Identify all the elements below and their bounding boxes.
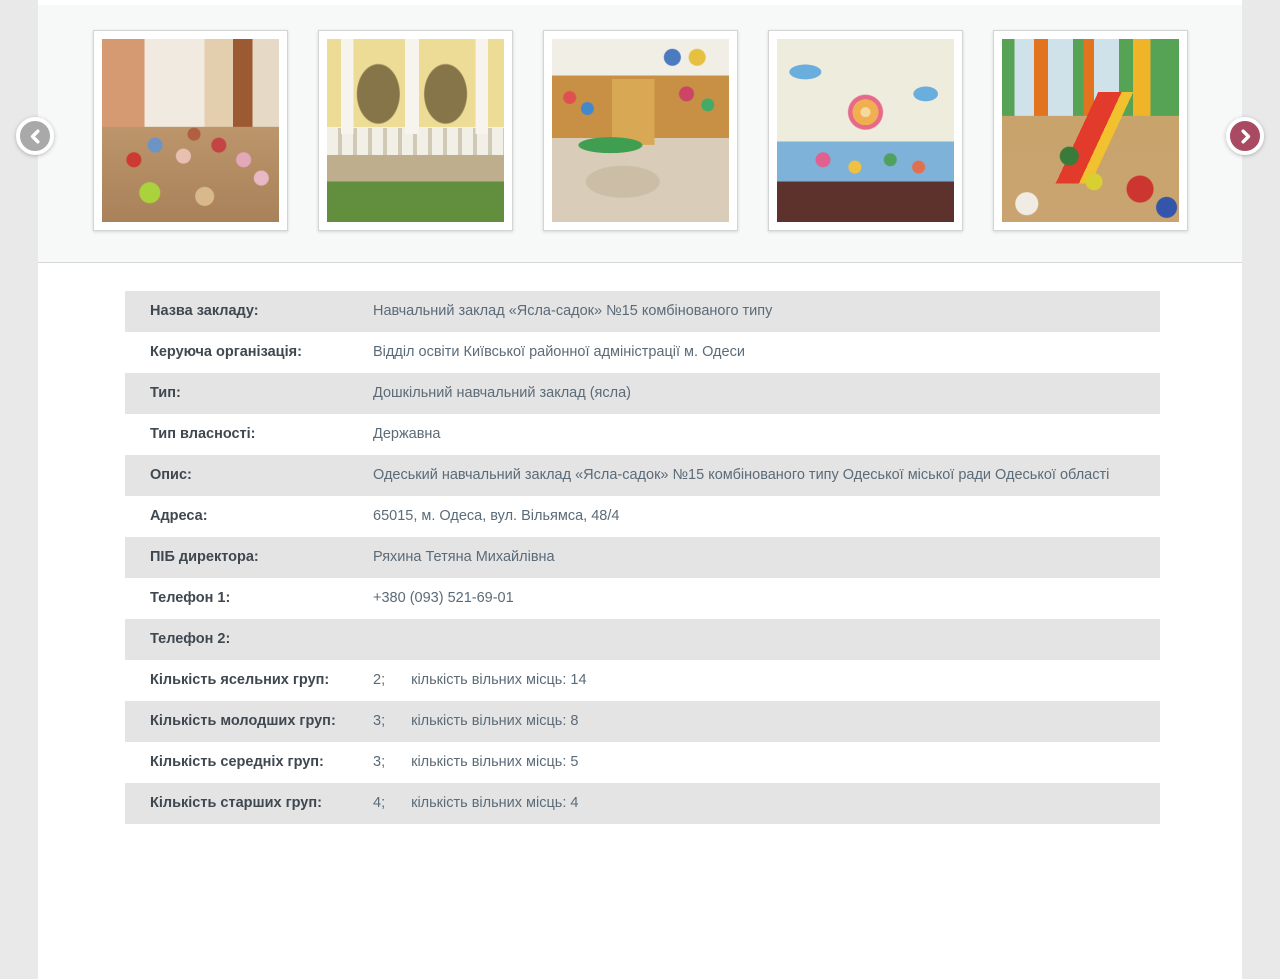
row-label: Кількість середніх груп: (150, 754, 324, 770)
group-count: 3; (373, 754, 386, 770)
row-label: Телефон 2: (150, 631, 231, 647)
kindergarten-building-image (326, 39, 504, 222)
row-value: Дошкільний навчальний заклад (ясла) (373, 385, 632, 401)
wall-mural-image (776, 39, 954, 222)
table-row-type: Тип: Дошкільний навчальний заклад (ясла) (125, 373, 1160, 414)
table-row-nursery-groups: Кількість ясельних груп: 2; кількість ві… (125, 660, 1160, 701)
table-row-phone-2: Телефон 2: (125, 619, 1160, 660)
table-row-ownership: Тип власності: Державна (125, 414, 1160, 455)
row-value: 2; кількість вільних місць: 14 (373, 660, 1160, 701)
table-row-managing-org: Керуюча організація: Відділ освіти Київс… (125, 332, 1160, 373)
table-row-address: Адреса: 65015, м. Одеса, вул. Вільямса, … (125, 496, 1160, 537)
free-places-info: кількість вільних місць: 4 (411, 795, 579, 811)
group-count: 4; (373, 795, 386, 811)
row-value: 4; кількість вільних місць: 4 (373, 783, 1160, 824)
carousel-prev-button[interactable] (16, 117, 54, 155)
row-label: ПІБ директора: (150, 549, 259, 565)
row-label: Назва закладу: (150, 303, 259, 319)
row-label: Опис: (150, 467, 192, 483)
row-value: Одеський навчальний заклад «Ясла-садок» … (373, 467, 1110, 483)
carousel-photo-2[interactable] (317, 30, 513, 231)
photo-carousel (16, 5, 1264, 263)
indoor-playground-image (1001, 39, 1179, 222)
row-label: Кількість молодших груп: (150, 713, 336, 729)
group-count: 2; (373, 672, 386, 688)
free-places-info: кількість вільних місць: 5 (411, 754, 579, 770)
free-places-info: кількість вільних місць: 8 (411, 713, 579, 729)
chevron-left-icon (27, 128, 44, 145)
row-label: Тип власності: (150, 426, 256, 442)
row-value: Відділ освіти Київської районної адмініс… (373, 344, 745, 360)
row-value: 3; кількість вільних місць: 5 (373, 742, 1160, 783)
table-row-name: Назва закладу: Навчальний заклад «Ясла-с… (125, 291, 1160, 332)
group-count: 3; (373, 713, 386, 729)
row-label: Адреса: (150, 508, 208, 524)
carousel-photo-3[interactable] (542, 30, 738, 231)
carousel-next-button[interactable] (1226, 117, 1264, 155)
table-row-description: Опис: Одеський навчальний заклад «Ясла-с… (125, 455, 1160, 496)
row-value (373, 619, 1160, 660)
children-dining-room-image (101, 39, 279, 222)
carousel-photo-5[interactable] (992, 30, 1188, 231)
free-places-info: кількість вільних місць: 14 (411, 672, 587, 688)
carousel-photo-4[interactable] (767, 30, 963, 231)
row-label: Керуюча організація: (150, 344, 302, 360)
row-value: Державна (373, 426, 441, 442)
table-row-director: ПІБ директора: Ряхина Тетяна Михайлівна (125, 537, 1160, 578)
playroom-shelves-image (551, 39, 729, 222)
row-label: Кількість ясельних груп: (150, 672, 330, 688)
table-row-middle-groups: Кількість середніх груп: 3; кількість ві… (125, 742, 1160, 783)
table-row-junior-groups: Кількість молодших груп: 3; кількість ві… (125, 701, 1160, 742)
carousel-photo-1[interactable] (92, 30, 288, 231)
row-label: Кількість старших груп: (150, 795, 322, 811)
row-value: 65015, м. Одеса, вул. Вільямса, 48/4 (373, 508, 620, 524)
table-row-senior-groups: Кількість старших груп: 4; кількість віл… (125, 783, 1160, 824)
page-content-panel: Назва закладу: Навчальний заклад «Ясла-с… (16, 0, 1264, 979)
chevron-right-icon (1237, 128, 1254, 145)
row-value: Навчальний заклад «Ясла-садок» №15 комбі… (373, 303, 773, 319)
row-value: Ряхина Тетяна Михайлівна (373, 549, 555, 565)
table-row-phone-1: Телефон 1: +380 (093) 521-69-01 (125, 578, 1160, 619)
row-label: Телефон 1: (150, 590, 231, 606)
row-value: +380 (093) 521-69-01 (373, 590, 514, 606)
facility-info-table: Назва закладу: Навчальний заклад «Ясла-с… (125, 291, 1160, 824)
row-value: 3; кількість вільних місць: 8 (373, 701, 1160, 742)
row-label: Тип: (150, 385, 181, 401)
